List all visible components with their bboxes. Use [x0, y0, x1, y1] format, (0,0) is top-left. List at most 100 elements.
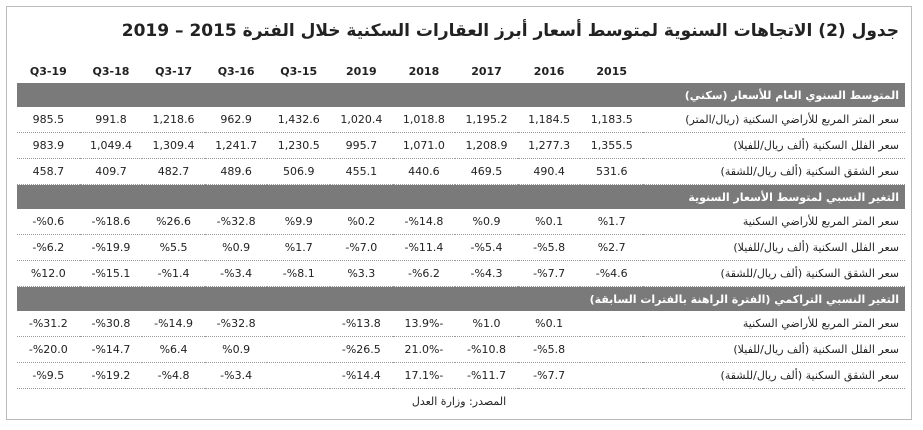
cell: %15.1-: [79, 260, 143, 287]
cell: -13.9%: [392, 311, 456, 337]
cell: [580, 362, 643, 389]
cell: 1,277.3: [517, 132, 581, 159]
cell: 1,049.4: [79, 132, 143, 159]
cell: 1,020.4: [330, 107, 393, 133]
cell: %6.2-: [392, 260, 456, 287]
section-title: التغير النسبي التراكمي (الفترة الراهنة ب…: [17, 286, 905, 311]
cell: 1,309.4: [142, 132, 205, 159]
cell: 489.6: [204, 158, 268, 185]
cell: %4.6-: [580, 260, 643, 287]
column-header: 2018: [408, 64, 440, 78]
cell: %0.9: [204, 234, 268, 261]
column-header: 19-Q3: [29, 64, 67, 78]
cell: %32.8-: [204, 209, 268, 235]
cell: %1.4-: [142, 260, 205, 287]
cell: %6.4: [142, 336, 205, 363]
cell: %10.8-: [455, 336, 518, 363]
cell: %3.3: [330, 260, 393, 287]
table-body: 2015 2016 2017 2018 2019 15-Q3 16-Q3 17-Q3 18-Q3…: [17, 59, 905, 389]
cell: %14.8-: [392, 209, 456, 235]
cell: 1,355.5: [580, 132, 643, 159]
cell: %5.8-: [517, 234, 581, 261]
cell: %14.9-: [142, 311, 205, 337]
header-row: 2015 2016 2017 2018 2019 15-Q3 16-Q3 17-Q3 18-Q3…: [17, 59, 905, 83]
cell: %5.8-: [517, 336, 581, 363]
cell: [267, 311, 331, 337]
table-title: جدول (2) الاتجاهات السنوية لمتوسط أسعار …: [121, 21, 899, 41]
cell: 1,071.0: [392, 132, 456, 159]
column-header: 2017: [471, 64, 502, 78]
cell: 983.9: [17, 132, 80, 159]
cell: 1,230.5: [267, 132, 331, 159]
cell: %14.4-: [330, 362, 393, 389]
data-row: سعر الفلل السكنية (ألف ريال/للفيلا) %5.8-…: [17, 336, 905, 363]
cell: %31.2-: [17, 311, 80, 337]
cell: 991.8: [79, 107, 143, 133]
cell: 455.1: [330, 158, 393, 185]
cell: %4.8-: [142, 362, 205, 389]
cell: %18.6-: [79, 209, 143, 235]
column-header: 2015: [596, 64, 628, 78]
cell: %12.0: [17, 260, 80, 287]
cell: 962.9: [204, 107, 268, 133]
cell: 1,184.5: [517, 107, 581, 133]
cell: 1,183.5: [580, 107, 643, 133]
row-label: سعر الشقق السكنية (ألف ريال/للشقة): [643, 260, 905, 287]
data-row: سعر المتر المربع للأراضي السكنية %1.7 %0.1…: [17, 209, 905, 235]
data-row: سعر الفلل السكنية (ألف ريال/للفيلا) 1,355…: [17, 132, 905, 159]
cell: %0.9: [455, 209, 518, 235]
source: المصدر: وزارة العدل: [411, 395, 507, 408]
cell: 531.6: [580, 158, 643, 185]
column-header: 17-Q3: [155, 64, 192, 78]
cell: %1.0: [455, 311, 518, 337]
cell: 995.7: [330, 132, 393, 159]
cell: %11.7-: [455, 362, 518, 389]
cell: %4.3-: [455, 260, 518, 287]
cell: 1,432.6: [267, 107, 331, 133]
cell: 458.7: [17, 158, 80, 185]
column-header: 2019: [346, 64, 377, 78]
cell: 482.7: [142, 158, 205, 185]
cell: %14.7-: [79, 336, 143, 363]
cell: %5.5: [142, 234, 205, 261]
row-label: سعر الفلل السكنية (ألف ريال/للفيلا): [643, 234, 905, 261]
cell: 1,241.7: [204, 132, 268, 159]
cell: %2.7: [580, 234, 643, 261]
data-row: سعر الشقق السكنية (ألف ريال/للشقة) %4.6-%…: [17, 260, 905, 287]
cell: %5.4-: [455, 234, 518, 261]
cell: 506.9: [267, 158, 331, 185]
column-header: 16-Q3: [217, 64, 255, 78]
cell: %6.2-: [17, 234, 80, 261]
row-label: سعر المتر المربع للأراضي السكنية: [643, 311, 905, 337]
section-row: التغير النسبي التراكمي (الفترة الراهنة ب…: [17, 286, 905, 311]
row-label: سعر الفلل السكنية (ألف ريال/للفيلا): [643, 336, 905, 363]
cell: %0.9: [204, 336, 268, 363]
cell: %19.9-: [79, 234, 143, 261]
cell: 490.4: [517, 158, 581, 185]
cell: %9.9: [267, 209, 331, 235]
cell: [267, 336, 331, 363]
cell: %1.7: [267, 234, 331, 261]
cell: %19.2-: [79, 362, 143, 389]
cell: 1,018.8: [392, 107, 456, 133]
data-row: سعر المتر المربع للأراضي السكنية %0.1 %1.0…: [17, 311, 905, 337]
data-row: سعر الشقق السكنية (ألف ريال/للشقة) 531.6 4…: [17, 158, 905, 185]
cell: [580, 336, 643, 363]
cell: %11.4-: [392, 234, 456, 261]
cell: %7.7-: [517, 362, 581, 389]
column-header: 15-Q3: [280, 64, 318, 78]
data-row: سعر الشقق السكنية (ألف ريال/للشقة) %7.7-%…: [17, 362, 905, 389]
cell: 409.7: [79, 158, 143, 185]
cell: 469.5: [455, 158, 518, 185]
cell: %7.7-: [517, 260, 581, 287]
cell: %9.5-: [17, 362, 80, 389]
cell: %0.1: [517, 311, 581, 337]
section-title: التغير النسبي لمتوسط الأسعار السنوية: [17, 184, 905, 209]
cell: %13.8-: [330, 311, 393, 337]
cell: [267, 362, 331, 389]
cell: %0.6-: [17, 209, 80, 235]
cell: -17.1%: [392, 362, 456, 389]
row-label: سعر المتر المربع للأراضي السكنية: [643, 209, 905, 235]
cell: %0.2: [330, 209, 393, 235]
